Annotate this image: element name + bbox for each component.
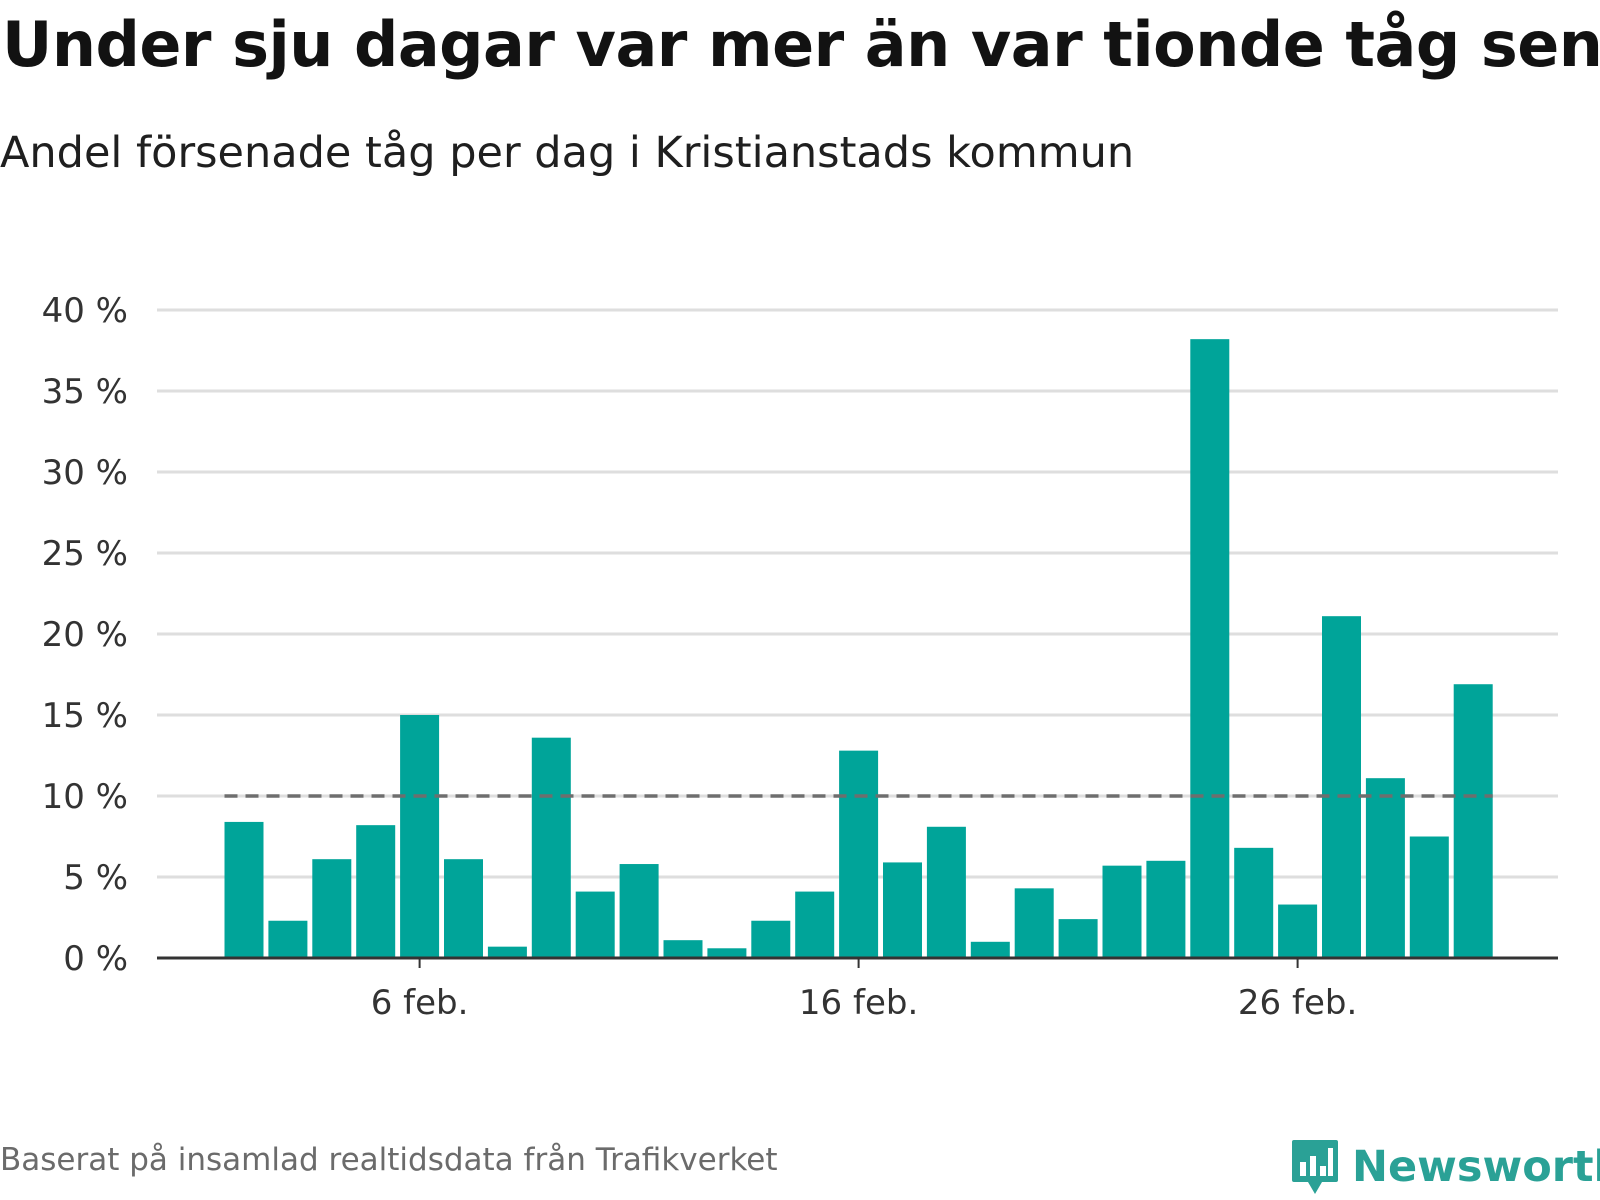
bar [268, 920, 308, 958]
bar [1453, 684, 1493, 958]
source-note: Baserat på insamlad realtidsdata från Tr… [0, 1142, 778, 1178]
x-tick-label: 6 feb. [371, 983, 469, 1023]
x-axis: 6 feb. 16 feb. 26 feb. [157, 956, 1558, 1023]
bar [970, 941, 1010, 958]
y-tick-label: 35 % [42, 372, 128, 412]
y-tick-label: 0 % [63, 939, 128, 979]
bar [356, 825, 396, 958]
y-tick-label: 25 % [42, 534, 128, 574]
bar [1234, 847, 1274, 958]
bar [926, 826, 966, 958]
bar [839, 750, 879, 958]
bar [1190, 339, 1230, 958]
bar [1014, 888, 1054, 958]
bar [1102, 865, 1142, 958]
y-tick-label: 40 % [42, 291, 128, 331]
y-tick-label: 20 % [42, 615, 128, 655]
bar [707, 948, 747, 958]
bar [224, 821, 264, 958]
brand-name: Newsworthy [1352, 1142, 1600, 1192]
y-tick-label: 15 % [42, 696, 128, 736]
bar [795, 891, 835, 958]
bar [1278, 904, 1318, 958]
newsworthy-logo-icon [1292, 1140, 1338, 1194]
bar [1409, 836, 1449, 958]
bar [619, 864, 659, 958]
bar [883, 862, 922, 958]
bar [1365, 778, 1405, 958]
y-axis-labels: 0 % 5 % 10 % 15 % 20 % 25 % 30 % 35 % 40 % [42, 291, 128, 979]
bar [312, 859, 352, 958]
bar-chart: 0 % 5 % 10 % 15 % 20 % 25 % 30 % 35 % 40 % 6 feb… [42, 291, 1558, 1023]
bar [487, 946, 527, 958]
y-tick-label: 10 % [42, 777, 128, 817]
chart-subtitle: Andel försenade tåg per dag i Kristianst… [0, 128, 1135, 178]
bar [575, 891, 615, 958]
bar [1322, 616, 1361, 958]
x-tick-label: 16 feb. [799, 983, 918, 1023]
bar [444, 859, 483, 958]
chart-title: Under sju dagar var mer än var tionde tå… [2, 8, 1600, 81]
bar [1146, 860, 1186, 958]
bar [663, 940, 703, 958]
bar [531, 737, 571, 958]
y-tick-label: 30 % [42, 453, 128, 493]
bar [751, 920, 791, 958]
bar [400, 715, 440, 958]
y-tick-label: 5 % [63, 858, 128, 898]
bars [224, 339, 1493, 958]
bar [1058, 919, 1098, 958]
x-tick-label: 26 feb. [1238, 983, 1357, 1023]
brand-logo: Newsworthy [1290, 1138, 1600, 1196]
